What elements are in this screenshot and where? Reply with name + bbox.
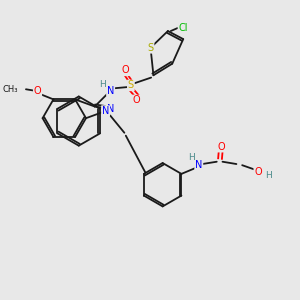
- Text: N: N: [106, 104, 114, 114]
- Text: O: O: [217, 142, 225, 152]
- Text: Cl: Cl: [178, 23, 188, 33]
- Text: N: N: [195, 160, 202, 170]
- Text: O: O: [254, 167, 262, 177]
- Text: N: N: [102, 106, 109, 116]
- Text: H: H: [188, 154, 195, 163]
- Text: CH₃: CH₃: [2, 85, 18, 94]
- Text: O: O: [122, 65, 130, 75]
- Text: N: N: [107, 85, 114, 96]
- Text: O: O: [34, 86, 41, 96]
- Text: S: S: [128, 80, 134, 90]
- Text: H: H: [99, 80, 106, 89]
- Text: H: H: [265, 170, 272, 179]
- Text: S: S: [148, 43, 154, 53]
- Text: O: O: [132, 95, 140, 105]
